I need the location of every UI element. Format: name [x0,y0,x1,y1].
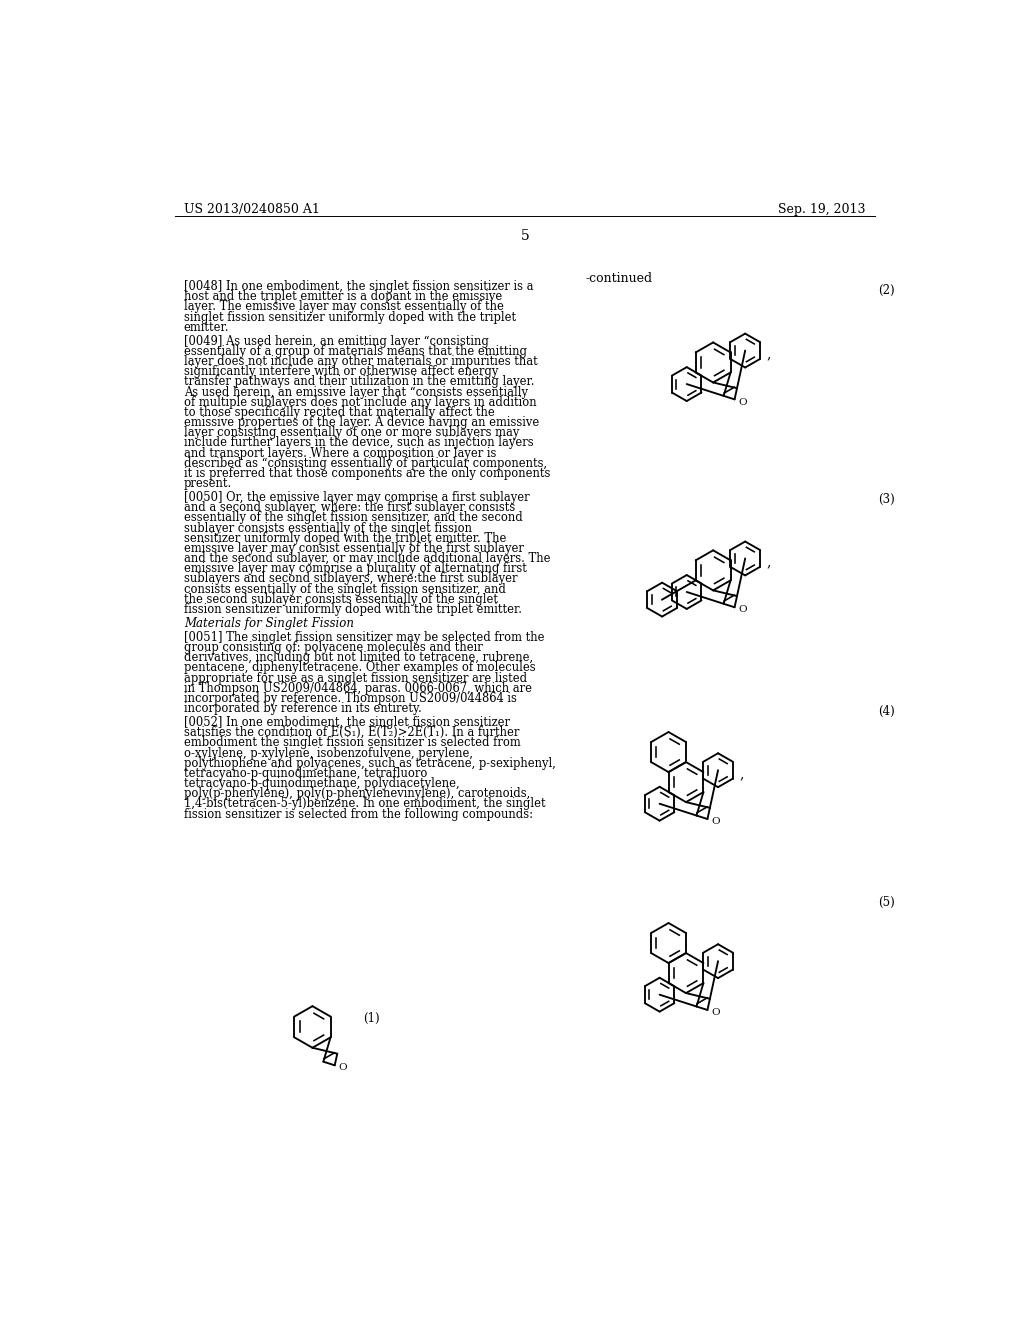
Text: ,: , [739,767,744,781]
Text: present.: present. [183,477,232,490]
Text: O: O [712,817,720,826]
Text: emissive layer may comprise a plurality of alternating first: emissive layer may comprise a plurality … [183,562,526,576]
Text: O: O [339,1064,347,1072]
Text: layer does not include any other materials or impurities that: layer does not include any other materia… [183,355,538,368]
Text: incorporated by reference in its entirety.: incorporated by reference in its entiret… [183,702,422,715]
Text: and transport layers. Where a composition or layer is: and transport layers. Where a compositio… [183,446,497,459]
Text: emitter.: emitter. [183,321,229,334]
Text: [0051] The singlet fission sensitizer may be selected from the: [0051] The singlet fission sensitizer ma… [183,631,545,644]
Text: tetracyano-p-quinodimethane, tetrafluoro: tetracyano-p-quinodimethane, tetrafluoro [183,767,427,780]
Text: sublayer consists essentially of the singlet fission: sublayer consists essentially of the sin… [183,521,472,535]
Text: Sep. 19, 2013: Sep. 19, 2013 [778,203,866,216]
Text: embodiment the singlet fission sensitizer is selected from: embodiment the singlet fission sensitize… [183,737,520,750]
Text: include further layers in the device, such as injection layers: include further layers in the device, su… [183,437,534,449]
Text: ,: , [767,556,771,569]
Text: poly(p-phenylene), poly(p-phenylenevinylene), carotenoids,: poly(p-phenylene), poly(p-phenylenevinyl… [183,787,530,800]
Text: sublayers and second sublayers, where:the first sublayer: sublayers and second sublayers, where:th… [183,573,517,585]
Text: (2): (2) [879,284,895,297]
Text: [0049] As used herein, an emitting layer “consisting: [0049] As used herein, an emitting layer… [183,335,488,347]
Text: O: O [738,606,748,614]
Text: emissive layer may consist essentially of the first sublayer: emissive layer may consist essentially o… [183,541,523,554]
Text: [0052] In one embodiment, the singlet fission sensitizer: [0052] In one embodiment, the singlet fi… [183,715,510,729]
Text: tetracyano-p-quinodimethane, polydiacetylene,: tetracyano-p-quinodimethane, polydiacety… [183,777,460,789]
Text: (1): (1) [362,1011,380,1024]
Text: fission sensitizer uniformly doped with the triplet emitter.: fission sensitizer uniformly doped with … [183,603,522,616]
Text: in Thompson US2009/044864, paras. 0066-0067, which are: in Thompson US2009/044864, paras. 0066-0… [183,681,531,694]
Text: US 2013/0240850 A1: US 2013/0240850 A1 [183,203,319,216]
Text: (5): (5) [879,896,895,909]
Text: satisfies the condition of E(S₁), E(T₂)>2E(T₁). In a further: satisfies the condition of E(S₁), E(T₂)>… [183,726,519,739]
Text: it is preferred that those components are the only components: it is preferred that those components ar… [183,467,550,480]
Text: essentially of the singlet fission sensitizer, and the second: essentially of the singlet fission sensi… [183,511,522,524]
Text: host and the triplet emitter is a dopant in the emissive: host and the triplet emitter is a dopant… [183,290,502,304]
Text: incorporated by reference. Thompson US2009/044864 is: incorporated by reference. Thompson US20… [183,692,517,705]
Text: o-xylylene, p-xylylene, isobenzofulvene, perylene,: o-xylylene, p-xylylene, isobenzofulvene,… [183,747,473,759]
Text: O: O [738,397,748,407]
Text: of multiple sublayers does not include any layers in addition: of multiple sublayers does not include a… [183,396,537,409]
Text: sensitizer uniformly doped with the triplet emitter. The: sensitizer uniformly doped with the trip… [183,532,506,545]
Text: transfer pathways and their utilization in the emitting layer.: transfer pathways and their utilization … [183,375,535,388]
Text: ,: , [767,347,771,362]
Text: polythiophene and polyacenes, such as tetracene, p-sexiphenyl,: polythiophene and polyacenes, such as te… [183,756,556,770]
Text: O: O [712,1008,720,1018]
Text: [0050] Or, the emissive layer may comprise a first sublayer: [0050] Or, the emissive layer may compri… [183,491,529,504]
Text: -continued: -continued [586,272,652,285]
Text: As used herein, an emissive layer that “consists essentially: As used herein, an emissive layer that “… [183,385,527,399]
Text: Materials for Singlet Fission: Materials for Singlet Fission [183,616,354,630]
Text: to those specifically recited that materially affect the: to those specifically recited that mater… [183,405,495,418]
Text: the second sublayer consists essentially of the singlet: the second sublayer consists essentially… [183,593,498,606]
Text: group consisting of: polyacene molecules and their: group consisting of: polyacene molecules… [183,642,482,653]
Text: (4): (4) [879,705,895,718]
Text: 1,4-bis(tetracen-5-yl)benzene. In one embodiment, the singlet: 1,4-bis(tetracen-5-yl)benzene. In one em… [183,797,546,810]
Text: layer consisting essentially of one or more sublayers may: layer consisting essentially of one or m… [183,426,519,440]
Text: described as “consisting essentially of particular components,: described as “consisting essentially of … [183,457,547,470]
Text: pentacene, diphenyltetracene. Other examples of molecules: pentacene, diphenyltetracene. Other exam… [183,661,536,675]
Text: layer. The emissive layer may consist essentially of the: layer. The emissive layer may consist es… [183,301,504,313]
Text: significantly interfere with or otherwise affect energy: significantly interfere with or otherwis… [183,366,498,379]
Text: and a second sublayer, where: the first sublayer consists: and a second sublayer, where: the first … [183,502,515,515]
Text: 5: 5 [520,230,529,243]
Text: emissive properties of the layer. A device having an emissive: emissive properties of the layer. A devi… [183,416,539,429]
Text: singlet fission sensitizer uniformly doped with the triplet: singlet fission sensitizer uniformly dop… [183,310,516,323]
Text: appropriate for use as a singlet fission sensitizer are listed: appropriate for use as a singlet fission… [183,672,527,685]
Text: fission sensitizer is selected from the following compounds:: fission sensitizer is selected from the … [183,808,532,821]
Text: and the second sublayer, or may include additional layers. The: and the second sublayer, or may include … [183,552,550,565]
Text: (3): (3) [879,494,895,507]
Text: essentially of a group of materials means that the emitting: essentially of a group of materials mean… [183,345,526,358]
Text: consists essentially of the singlet fission sensitizer, and: consists essentially of the singlet fiss… [183,582,506,595]
Text: [0048] In one embodiment, the singlet fission sensitizer is a: [0048] In one embodiment, the singlet fi… [183,280,534,293]
Text: derivatives, including but not limited to tetracene, rubrene,: derivatives, including but not limited t… [183,651,532,664]
